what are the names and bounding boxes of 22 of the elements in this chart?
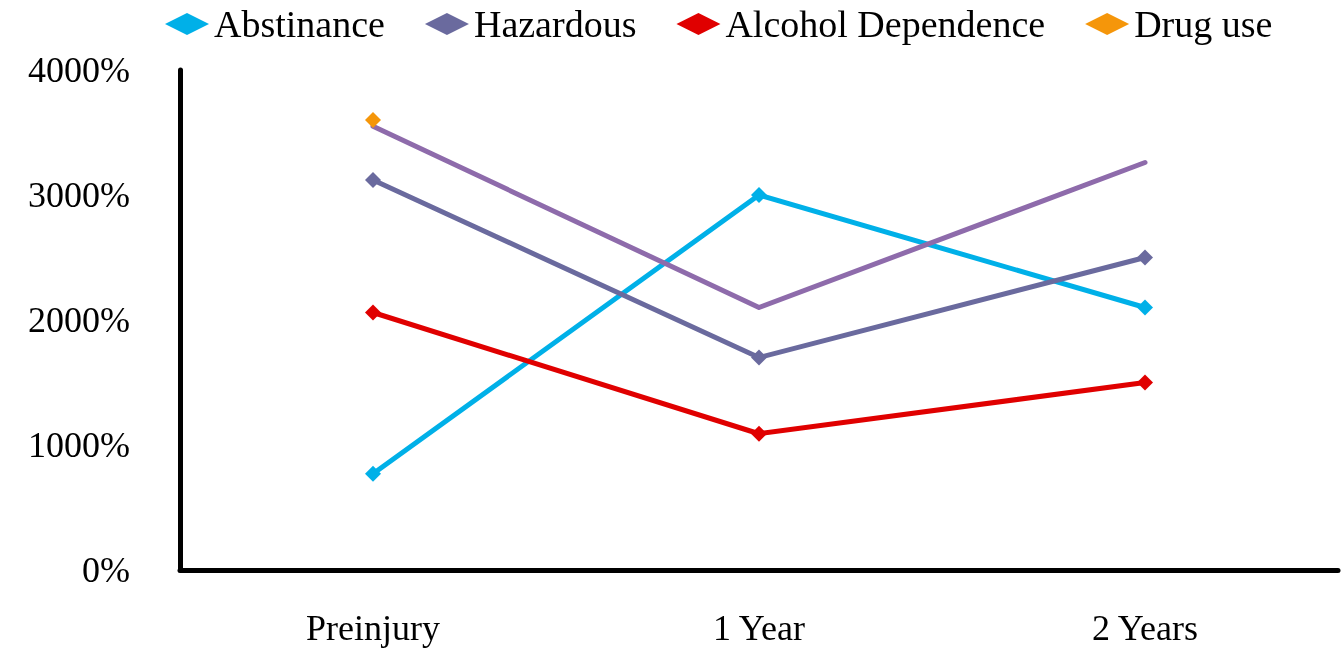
point — [751, 425, 767, 442]
legend-label: Hazardous — [473, 3, 637, 45]
y-tick-label: 3000% — [28, 175, 130, 215]
legend-label: Abstinance — [214, 3, 385, 45]
legend-label: Drug use — [1134, 3, 1273, 45]
y-tick-label: 2000% — [28, 300, 130, 340]
y-tick-label: 1000% — [28, 425, 130, 465]
point — [751, 187, 767, 203]
y-tick-label: 0% — [82, 550, 130, 590]
point — [365, 172, 381, 188]
x-tick-label: 2 Years — [1091, 608, 1199, 648]
point — [365, 304, 381, 321]
point — [1137, 299, 1153, 316]
x-tick-label: 1 Year — [712, 608, 806, 648]
point — [1137, 374, 1153, 391]
x-tick-label: Preinjury — [306, 608, 440, 648]
point — [365, 465, 381, 482]
point — [1137, 249, 1153, 266]
point — [751, 349, 767, 366]
legend-label: Alcohol Dependence — [725, 3, 1046, 45]
y-tick-label: 4000% — [28, 50, 130, 90]
point — [365, 112, 381, 128]
